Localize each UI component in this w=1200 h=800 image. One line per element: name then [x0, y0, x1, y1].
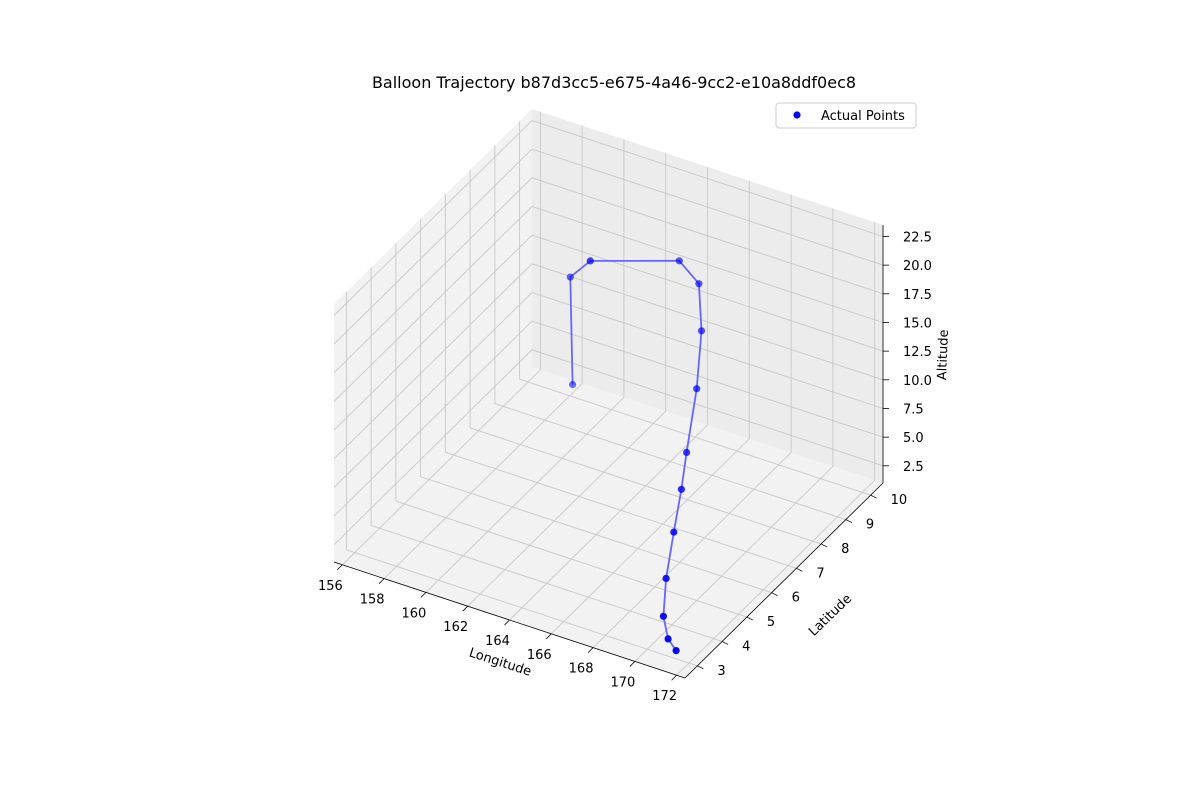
x-tick-label: 156	[318, 579, 343, 594]
x-gridline	[342, 111, 541, 566]
x-tick-label: 158	[360, 593, 385, 608]
z-gridline	[333, 148, 884, 345]
z-tick-label: 17.5	[903, 288, 932, 303]
y-tick-mark	[721, 641, 729, 645]
y-tick-mark	[845, 519, 853, 523]
data-point	[695, 280, 703, 288]
y-tick-mark	[796, 567, 803, 572]
x-gridline	[550, 180, 750, 635]
x-gridline	[467, 153, 667, 607]
data-point	[693, 385, 701, 393]
axes-grid	[333, 111, 884, 676]
x-gridline	[383, 125, 583, 579]
data-point	[670, 528, 678, 536]
left-pane	[334, 109, 532, 562]
y-tick-label: 10	[891, 493, 908, 508]
x-gridline	[509, 167, 708, 621]
data-point	[675, 257, 683, 265]
y-tick-mark	[697, 665, 704, 670]
x-tick-mark	[587, 647, 594, 653]
y-gridline	[444, 194, 797, 569]
y-gridline	[370, 267, 723, 642]
z-gridline	[333, 263, 884, 460]
x-tick-mark	[378, 578, 385, 584]
y-tick-mark	[820, 543, 828, 548]
data-point	[566, 273, 574, 281]
data-point	[672, 647, 680, 655]
z-gridline	[333, 320, 884, 517]
z-tick-label: 22.5	[903, 230, 932, 245]
x-tick-mark	[462, 605, 468, 612]
y-tick-label: 5	[767, 615, 775, 630]
z-tick-label: 2.5	[903, 460, 924, 475]
z-tick-label: 12.5	[903, 345, 932, 360]
z-gridline	[333, 291, 884, 488]
data-point	[569, 380, 577, 389]
x-tick-mark	[671, 674, 677, 681]
y-tick-label: 7	[816, 566, 824, 581]
data-point	[586, 257, 594, 265]
x-gridline	[634, 208, 834, 662]
z-gridline	[333, 119, 884, 316]
z-axis-label: Altitude	[935, 329, 952, 380]
data-point	[659, 612, 668, 620]
z-gridline	[333, 349, 884, 546]
y-tick-label: 3	[717, 664, 725, 679]
x-tick-label: 162	[443, 620, 468, 635]
x-gridline	[592, 194, 792, 648]
y-gridline	[345, 291, 698, 667]
series-layer	[566, 257, 706, 655]
x-tick-label: 166	[527, 648, 552, 663]
legend: Actual Points	[775, 102, 917, 129]
x-tick-mark	[420, 592, 427, 598]
trajectory-line	[569, 259, 703, 652]
x-gridline	[425, 139, 625, 593]
z-tick-label: 7.5	[903, 402, 924, 417]
y-gridline	[469, 169, 822, 545]
z-tick-label: 15.0	[903, 316, 932, 331]
x-tick-label: 170	[610, 675, 635, 690]
y-tick-mark	[746, 616, 754, 621]
x-tick-label: 164	[485, 634, 510, 649]
axes-panes	[334, 109, 883, 678]
chart-title: Balloon Trajectory b87d3cc5-e675-4a46-9c…	[372, 73, 856, 92]
x-tick-label: 160	[402, 606, 427, 621]
data-point	[664, 635, 672, 643]
y-tick-label: 9	[866, 518, 874, 533]
axes-ticks: 156 158 160 162 164 166 168 170 172 3 4 5 6 7 8 9 10 2.5 5…	[318, 230, 932, 704]
data-point	[697, 327, 706, 335]
z-tick-label: 10.0	[903, 374, 932, 389]
x-gridline	[676, 222, 876, 676]
z-tick-label: 20.0	[903, 259, 932, 274]
x-tick-mark	[337, 564, 343, 571]
z-gridline	[333, 205, 884, 402]
y-gridline	[494, 145, 847, 521]
data-point	[677, 485, 686, 493]
x-tick-mark	[504, 619, 510, 626]
x-tick-label: 172	[652, 689, 677, 704]
y-gridline	[420, 218, 772, 594]
data-point	[683, 448, 691, 456]
x-axis-label: Longitude	[467, 646, 533, 680]
legend-label: Actual Points	[821, 109, 905, 124]
legend-box	[775, 102, 917, 129]
y-tick-mark	[771, 592, 778, 597]
y-tick-label: 6	[792, 591, 800, 606]
x-tick-mark	[546, 633, 552, 640]
z-tick-label: 5.0	[903, 431, 924, 446]
z-gridline	[333, 177, 884, 374]
x-tick-mark	[629, 661, 636, 667]
y-tick-mark	[870, 494, 877, 499]
data-point	[662, 574, 670, 583]
y-gridline	[395, 243, 748, 618]
z-gridline	[333, 234, 884, 431]
legend-marker	[793, 111, 801, 119]
x-tick-label: 168	[569, 662, 594, 677]
y-axis-label: Latitude	[806, 591, 855, 639]
y-tick-label: 4	[742, 639, 750, 654]
y-axis-line	[684, 482, 884, 679]
y-gridline	[519, 121, 871, 496]
y-tick-label: 8	[841, 542, 849, 557]
